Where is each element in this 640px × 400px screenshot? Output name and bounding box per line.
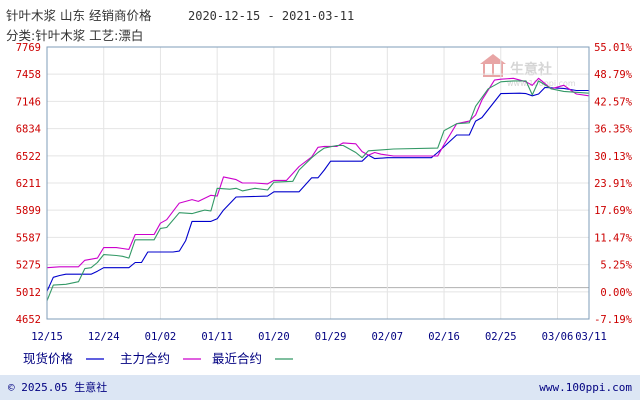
y-left-tick-label: 5899 xyxy=(16,205,41,217)
series-line-main xyxy=(46,77,590,269)
y-right-tick-label: 11.47% xyxy=(594,232,633,244)
x-tick-label: 01/29 xyxy=(315,331,347,343)
y-left-tick-label: 5587 xyxy=(16,232,41,244)
y-left-tick-label: 7458 xyxy=(16,69,41,81)
legend-label-recent: 最近合约 xyxy=(212,351,262,366)
x-tick-label: 03/06 xyxy=(542,331,574,343)
y-left-tick-label: 4652 xyxy=(16,314,41,326)
footer-band xyxy=(0,375,640,400)
y-left-tick-label: 7146 xyxy=(16,96,41,108)
y-right-tick-label: 42.57% xyxy=(594,96,633,108)
y-left-tick-label: 6834 xyxy=(16,124,41,136)
x-tick-label: 01/11 xyxy=(201,331,233,343)
y-right-tick-label: -7.19% xyxy=(594,314,633,326)
watermark-text: 生意社 xyxy=(510,61,552,78)
y-right-tick-label: 5.25% xyxy=(600,260,632,272)
y-right-tick-label: 17.69% xyxy=(594,205,633,217)
x-tick-label: 03/11 xyxy=(575,331,607,343)
y-left-tick-label: 6522 xyxy=(16,151,41,163)
chart-date-range: 2020-12-15 - 2021-03-11 xyxy=(188,9,354,23)
x-tick-label: 02/16 xyxy=(428,331,460,343)
x-tick-label: 12/24 xyxy=(88,331,120,343)
legend-label-main: 主力合约 xyxy=(120,351,170,366)
series-layer xyxy=(46,77,590,302)
series-line-spot xyxy=(46,86,589,292)
footer-url: www.100ppi.com xyxy=(539,381,632,394)
watermark-url: www.100ppi.com xyxy=(507,79,576,88)
y-right-tick-label: 48.79% xyxy=(594,69,633,81)
chart-title: 针叶木浆 山东 经销商价格 xyxy=(6,8,152,23)
y-left-tick-label: 5012 xyxy=(16,287,41,299)
y-right-tick-label: 0.00% xyxy=(600,287,632,299)
x-tick-label: 01/02 xyxy=(145,331,177,343)
x-tick-label: 02/25 xyxy=(485,331,517,343)
footer-copyright: © 2025.05 生意社 xyxy=(8,380,107,394)
y-left-tick-label: 7769 xyxy=(16,42,41,54)
y-right-tick-label: 55.01% xyxy=(594,42,633,54)
y-right-tick-label: 36.35% xyxy=(594,124,633,136)
x-tick-label: 12/15 xyxy=(31,331,63,343)
plot-area-border xyxy=(46,46,590,320)
y-left-tick-label: 5275 xyxy=(16,260,41,272)
x-tick-label: 01/20 xyxy=(258,331,290,343)
series-line-recent xyxy=(46,80,590,302)
y-left-tick-label: 6211 xyxy=(16,178,41,190)
legend: 现货价格 主力合约 最近合约 xyxy=(23,351,293,366)
x-tick-label: 02/07 xyxy=(372,331,404,343)
legend-label-spot: 现货价格 xyxy=(23,351,74,366)
y-right-tick-label: 30.13% xyxy=(594,151,633,163)
chart-subtitle: 分类:针叶木浆 工艺:漂白 xyxy=(6,28,143,43)
y-right-tick-label: 23.91% xyxy=(594,178,633,190)
axis-layer: 7769 55.01% 7458 48.79% 7146 42.57% 6834 36.35%… xyxy=(16,42,633,343)
grid-layer xyxy=(46,46,590,320)
